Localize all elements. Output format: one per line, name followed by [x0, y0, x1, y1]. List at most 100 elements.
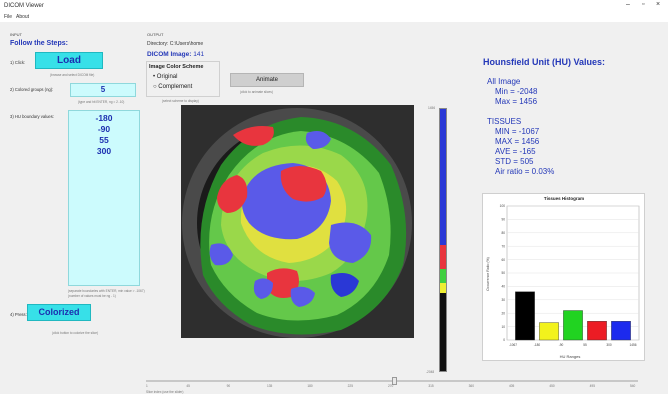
histogram-ytick-label: 30 — [501, 298, 505, 302]
window-title: DICOM Viewer — [4, 3, 44, 9]
colorbar-top-label: 1456 — [428, 106, 436, 110]
histogram-ytick-label: 60 — [501, 258, 505, 262]
tissue-min: MIN = -1067 — [495, 127, 540, 136]
animate-button[interactable]: Animate — [230, 73, 304, 87]
histogram-xtick-label: -90 — [559, 343, 564, 347]
histogram-xtick-label: -180 — [534, 343, 541, 347]
histogram-ytick-label: 90 — [501, 218, 505, 222]
slider-tick-label: 360 — [468, 384, 474, 388]
all-image-max: Max = 1456 — [495, 97, 538, 106]
dicom-image-label: DICOM Image: 141 — [147, 51, 204, 58]
maximize-icon[interactable]: ▫ — [642, 1, 645, 8]
groups-hint: (type and hit ENTER, ng = 2..10) — [78, 100, 125, 104]
radio-unselected-icon: ○ — [153, 84, 157, 90]
dicom-image-index: 141 — [193, 51, 205, 58]
slider-tick-label: 90 — [226, 384, 231, 388]
all-image-min: Min = -2048 — [495, 87, 538, 96]
minimize-icon[interactable]: – — [626, 1, 630, 8]
histogram-ytick-label: 20 — [501, 311, 505, 315]
histogram-bar — [515, 291, 535, 341]
step1-label: 1) Click: — [10, 60, 26, 65]
histogram-xlabel: HU Ranges — [560, 354, 581, 359]
slider-tick-label: 540 — [630, 384, 636, 388]
menu-about[interactable]: About — [16, 14, 30, 20]
boundary-value: 300 — [96, 146, 112, 156]
boundary-value: 55 — [99, 135, 109, 145]
slider-tick-label: 135 — [267, 384, 273, 388]
input-panel-title: INPUT — [10, 32, 22, 37]
tissue-std: STD = 505 — [495, 157, 534, 166]
menu-bar: File About — [0, 13, 668, 22]
radio-selected-icon: • — [153, 74, 156, 80]
colorbar-green-segment — [440, 269, 446, 283]
radio-original[interactable]: • Original — [153, 74, 177, 80]
histogram-xtick-label: -1067 — [509, 343, 517, 347]
histogram-ytick-label: 70 — [501, 244, 505, 248]
histogram-ytick-label: 0 — [503, 338, 505, 342]
ct-colored-slice — [182, 108, 412, 338]
directory-label: Directory: C:\Users\home — [147, 41, 204, 47]
histogram-ticks: 0 10 20 30 40 50 60 70 80 90 100 -1067 -180 -90 55 300 1… — [500, 204, 637, 347]
slider-tick-label: 180 — [307, 384, 313, 388]
ct-image — [181, 105, 414, 338]
animate-hint: (click to animate slices) — [240, 90, 273, 94]
colorbar-black-segment — [440, 293, 446, 371]
histogram-xtick-label: 1456 — [629, 343, 636, 347]
slider-tick-label: 1 — [146, 384, 148, 388]
output-panel-title: OUTPUT — [147, 32, 164, 37]
histogram-xtick-label: 300 — [606, 343, 612, 347]
colorized-hint: (click button to colorize the slice) — [52, 331, 99, 335]
histogram-bar — [539, 322, 559, 341]
slider-tick-label: 225 — [347, 384, 353, 388]
histogram-bars — [515, 291, 631, 341]
colorbar-blue-segment — [440, 109, 446, 245]
close-icon[interactable]: × — [656, 1, 661, 8]
tissue-max: MAX = 1456 — [495, 137, 540, 146]
histogram-xtick-label: 55 — [583, 343, 587, 347]
groups-input[interactable]: 5 — [70, 83, 136, 97]
menu-file[interactable]: File — [4, 14, 13, 20]
colorbar-yellow-segment — [440, 283, 446, 293]
slice-slider[interactable]: 1 45 90 135 180 225 270 315 360 405 450 495 540 — [146, 376, 638, 394]
histogram-bar — [587, 321, 607, 341]
histogram-bar — [563, 310, 583, 341]
colorized-button[interactable]: Colorized — [27, 304, 91, 321]
boundary-hint-1: (separate boundaries with ENTER, min val… — [68, 289, 145, 293]
step2-label: 2) Colored groups (ng): — [10, 87, 54, 92]
step3-label: 3) HU boundary values: — [10, 114, 54, 119]
boundary-value: -180 — [95, 113, 113, 123]
colorbar-red-segment — [440, 245, 446, 269]
dicom-image-text: DICOM Image: — [147, 51, 192, 58]
radio-complement-label: Complement — [158, 84, 193, 90]
all-image-label: All Image — [487, 77, 521, 86]
scheme-hint: (select scheme to display) — [162, 99, 199, 103]
hu-values-title: Hounsfield Unit (HU) Values: — [483, 57, 606, 67]
slider-tick-label: 450 — [549, 384, 555, 388]
slider-tick-label: 495 — [589, 384, 595, 388]
colorbar-bottom-label: -2048 — [426, 370, 435, 374]
histogram-ytick-label: 80 — [501, 231, 505, 235]
slider-tick-label: 45 — [186, 384, 190, 388]
histogram-ytick-label: 50 — [501, 271, 505, 275]
hu-boundary-textarea[interactable]: -180 -90 55 300 — [68, 110, 140, 286]
histogram-ytick-label: 100 — [500, 204, 506, 208]
slider-caption: Slice index (use the slider) — [146, 390, 184, 394]
load-hint: (browse and select DICOM file) — [50, 73, 95, 77]
step4-label: 4) Press: — [10, 312, 27, 317]
air-ratio: Air ratio = 0.03% — [495, 167, 555, 176]
color-scheme-group: Image Color Scheme • Original ○ Compleme… — [146, 61, 220, 97]
slider-tick-label: 270 — [388, 384, 394, 388]
radio-complement[interactable]: ○ Complement — [153, 84, 192, 90]
radio-original-label: Original — [156, 74, 178, 80]
histogram-bar — [611, 321, 631, 341]
histogram-ylabel: Occurrence Ratio (%) — [486, 257, 490, 291]
slider-ticks: 1 45 90 135 180 225 270 315 360 405 450 495 540 — [146, 384, 638, 394]
load-button[interactable]: Load — [35, 52, 103, 69]
steps-title: Follow the Steps: — [10, 40, 68, 47]
tissues-label: TISSUES — [487, 117, 522, 126]
slider-thumb[interactable] — [392, 377, 397, 385]
tissue-ave: AVE = -165 — [495, 147, 536, 156]
boundary-value: -90 — [97, 124, 111, 134]
slider-tick-label: 405 — [509, 384, 515, 388]
histogram-ytick-label: 40 — [501, 285, 505, 289]
